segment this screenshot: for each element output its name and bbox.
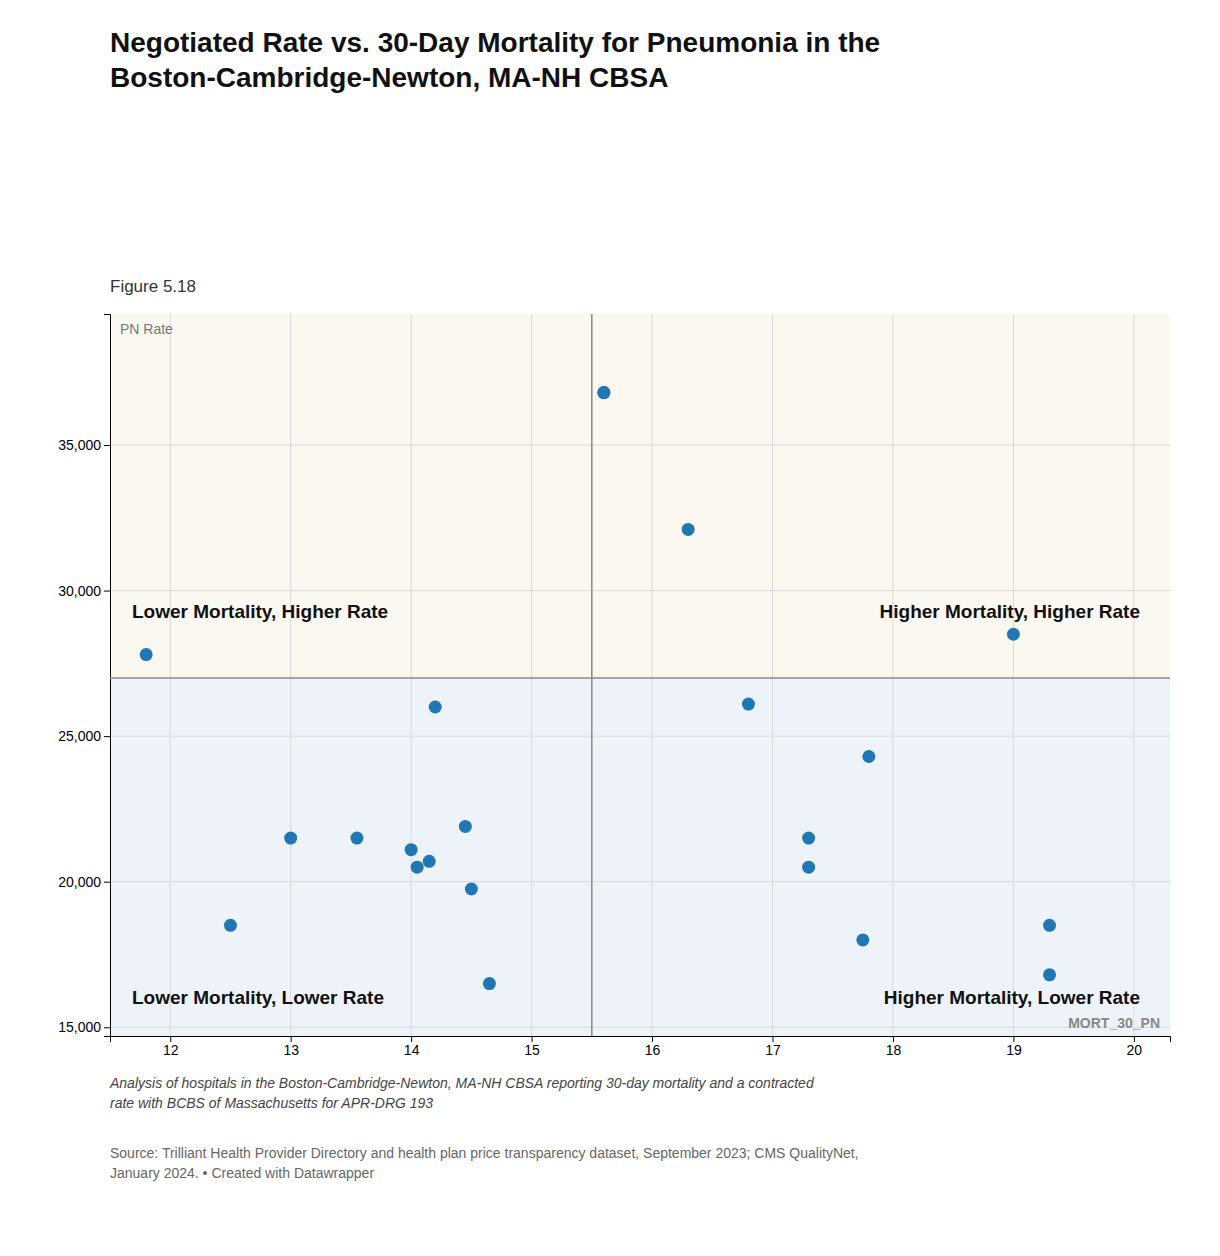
point	[284, 832, 297, 845]
point	[350, 832, 363, 845]
y-tick: 20,000	[58, 874, 110, 890]
chart: Negotiated Rate vs. 30-Day Mortality for…	[0, 0, 1220, 1256]
y-tick-mark	[104, 882, 110, 883]
grid-line-x	[892, 314, 893, 1036]
x-tick: 12	[163, 1036, 179, 1058]
quadrant-label: Lower Mortality, Higher Rate	[132, 601, 388, 622]
grid-line-y	[110, 736, 1170, 737]
x-tick: 20	[1127, 1036, 1143, 1058]
grid-line-x	[1133, 314, 1134, 1036]
plot-texts: PN Rate MORT_30_PN Lower Mortality, Higher…	[120, 321, 1160, 1031]
point	[682, 523, 695, 536]
y-tick-label: 35,000	[58, 437, 101, 453]
grid-line-x	[290, 314, 291, 1036]
x-tick: 16	[645, 1036, 661, 1058]
grid-line-y	[110, 445, 1170, 446]
x-tick: 18	[886, 1036, 902, 1058]
point	[856, 933, 869, 946]
backgrounds	[110, 314, 1170, 1036]
y-tick-label: 20,000	[58, 874, 101, 890]
grid-line-x	[531, 314, 532, 1036]
y-axis-title: PN Rate	[120, 321, 173, 337]
y-tick-mark	[104, 1027, 110, 1028]
median-y-line	[110, 677, 1170, 679]
x-tick: 17	[765, 1036, 781, 1058]
point	[862, 750, 875, 763]
x-tick-label: 15	[524, 1042, 540, 1058]
footnote: Source: Trilliant Health Provider Direct…	[110, 1145, 859, 1181]
point	[429, 701, 442, 714]
grid-line-x	[772, 314, 773, 1036]
y-axis-line	[104, 315, 111, 1037]
grid	[110, 314, 1170, 1036]
point	[411, 861, 424, 874]
background-upper	[110, 314, 1170, 678]
point	[597, 386, 610, 399]
x-tick-label: 18	[886, 1042, 902, 1058]
subtitle: Figure 5.18	[110, 277, 196, 296]
grid-line-x	[170, 314, 171, 1036]
point	[742, 698, 755, 711]
x-tick-label: 20	[1127, 1042, 1143, 1058]
grid-line-y	[110, 881, 1170, 882]
x-tick-label: 17	[765, 1042, 781, 1058]
y-tick-label: 15,000	[58, 1019, 101, 1035]
plot: 12 13 14 15 16 17 18 19 20 15,000 20,000 25,000 30,0…	[58, 314, 1170, 1058]
y-tick-label: 25,000	[58, 728, 101, 744]
y-tick-mark	[104, 591, 110, 592]
grid-line-x	[652, 314, 653, 1036]
x-tick-label: 16	[645, 1042, 661, 1058]
x-tick-label: 13	[283, 1042, 299, 1058]
x-axis: 12 13 14 15 16 17 18 19 20	[111, 1036, 1171, 1058]
point	[1007, 628, 1020, 641]
grid-line-x	[411, 314, 412, 1036]
point	[1043, 968, 1056, 981]
y-axis: 15,000 20,000 25,000 30,000 35,000	[58, 315, 110, 1037]
point	[405, 843, 418, 856]
point	[483, 977, 496, 990]
title: Negotiated Rate vs. 30-Day Mortality for…	[110, 27, 880, 93]
point	[140, 648, 153, 661]
x-tick: 14	[404, 1036, 420, 1058]
y-tick-label: 30,000	[58, 583, 101, 599]
point	[802, 832, 815, 845]
grid-line-y	[110, 590, 1170, 591]
y-tick: 25,000	[58, 728, 110, 744]
marks	[110, 314, 1170, 1036]
point	[459, 820, 472, 833]
y-tick: 35,000	[58, 437, 110, 453]
point	[597, 386, 610, 399]
x-tick-label: 12	[163, 1042, 179, 1058]
median-x-line	[591, 314, 593, 1036]
x-tick: 19	[1006, 1036, 1022, 1058]
point	[423, 855, 436, 868]
y-tick-mark	[104, 736, 110, 737]
background-lower	[110, 678, 1170, 1036]
x-tick-label: 19	[1006, 1042, 1022, 1058]
y-tick-mark	[104, 445, 110, 446]
grid-line-y	[110, 1027, 1170, 1028]
point	[1043, 919, 1056, 932]
quadrant-label: Higher Mortality, Lower Rate	[884, 987, 1140, 1008]
x-tick-label: 14	[404, 1042, 420, 1058]
point	[802, 861, 815, 874]
grid-line-x	[1013, 314, 1014, 1036]
quadrant-label: Lower Mortality, Lower Rate	[132, 987, 384, 1008]
y-tick: 30,000	[58, 583, 110, 599]
quadrant-label: Higher Mortality, Higher Rate	[880, 601, 1140, 622]
y-tick: 15,000	[58, 1019, 110, 1035]
x-tick: 15	[524, 1036, 540, 1058]
point	[224, 919, 237, 932]
x-axis-title: MORT_30_PN	[1068, 1015, 1160, 1031]
footnote: Analysis of hospitals in the Boston-Camb…	[109, 1075, 815, 1111]
point	[465, 882, 478, 895]
x-tick: 13	[283, 1036, 299, 1058]
